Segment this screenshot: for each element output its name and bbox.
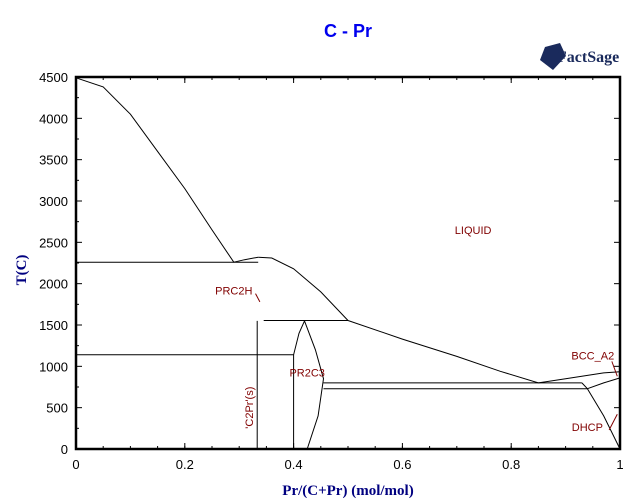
x-tick-label: 0.2 bbox=[176, 457, 194, 472]
x-tick-label: 0.6 bbox=[393, 457, 411, 472]
dhcp-leader bbox=[608, 414, 618, 431]
y-tick-label: 2000 bbox=[39, 277, 68, 292]
BCC-DHCP-boundary-line bbox=[581, 377, 621, 390]
x-tick-label: 0.4 bbox=[285, 457, 303, 472]
DHCP-solvus-line bbox=[586, 388, 621, 450]
y-tick-label: 3000 bbox=[39, 194, 68, 209]
phase-label: PR2C3 bbox=[289, 367, 324, 379]
y-tick-label: 0 bbox=[61, 442, 68, 457]
bcc-leader bbox=[611, 361, 618, 377]
liquidus-Pr-rich-line bbox=[347, 320, 621, 384]
y-tick-label: 1000 bbox=[39, 359, 68, 374]
y-tick-label: 500 bbox=[46, 401, 68, 416]
x-tick-label: 0 bbox=[72, 457, 79, 472]
y-axis-label: T(C) bbox=[14, 255, 30, 286]
PR2C3-left-line bbox=[293, 320, 305, 449]
y-tick-label: 1500 bbox=[39, 318, 68, 333]
PR2C3-right-line bbox=[304, 320, 325, 450]
y-tick-label: 4500 bbox=[39, 70, 68, 85]
phase-label: BCC_A2 bbox=[571, 351, 614, 363]
y-axis-ticks: 0 500 1000 1500 2000 2500 3000 3500 4000 4500 bbox=[39, 70, 620, 457]
prc2h-leader bbox=[255, 293, 261, 303]
phase-label: PRC2H bbox=[215, 285, 252, 297]
phase-label: 'C2Pr'(s) bbox=[244, 387, 256, 429]
y-tick-label: 4000 bbox=[39, 111, 68, 126]
plot-frame bbox=[74, 75, 622, 451]
x-tick-label: 1 bbox=[616, 457, 623, 472]
factsage-logo: FactSage bbox=[540, 43, 619, 70]
phase-label: DHCP bbox=[572, 422, 603, 434]
liquidus-C-rich-line bbox=[75, 77, 259, 263]
x-axis-ticks: 0 0.2 0.4 0.6 0.8 1 bbox=[72, 77, 624, 472]
phase-labels: LIQUID PRC2H PR2C3 'C2Pr'(s) BCC_A2 DHCP bbox=[215, 225, 618, 434]
x-axis-label: Pr/(C+Pr) (mol/mol) bbox=[282, 483, 413, 499]
liquidus-PrC2-dome-line bbox=[258, 256, 349, 321]
phase-boundaries bbox=[75, 77, 621, 450]
logo-text: FactSage bbox=[557, 49, 619, 66]
phase-label: LIQUID bbox=[455, 225, 492, 237]
y-tick-label: 2500 bbox=[39, 235, 68, 250]
chart-title: C - Pr bbox=[324, 21, 372, 41]
logo-icon bbox=[540, 43, 566, 70]
x-tick-label: 0.8 bbox=[502, 457, 520, 472]
y-tick-label: 3500 bbox=[39, 153, 68, 168]
